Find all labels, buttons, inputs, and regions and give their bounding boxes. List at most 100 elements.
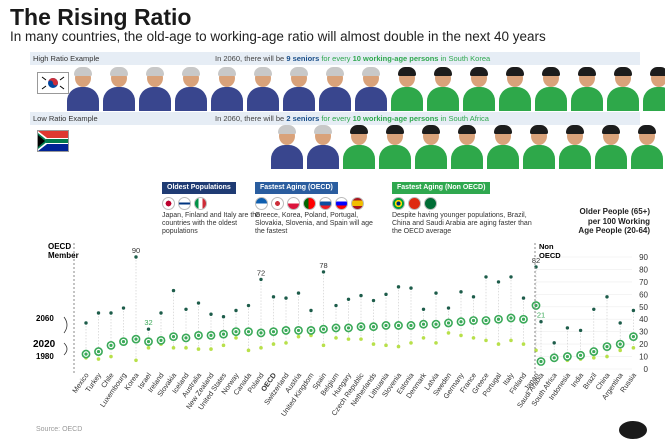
south-korea-flag-icon [37, 72, 69, 94]
y-tick-label: 50 [639, 303, 648, 312]
point-1980 [271, 342, 276, 346]
senior-person-icon [270, 125, 304, 169]
point-2020-center [579, 353, 583, 357]
point-2060 [309, 308, 313, 313]
y-tick-label: 10 [639, 353, 648, 362]
legend-oldest-flags [162, 197, 262, 211]
point-1980 [434, 341, 438, 345]
slovakia-flag-icon [319, 197, 332, 211]
oecd-member-label-2: Member [48, 251, 79, 260]
y-tick-label: 70 [639, 278, 648, 287]
point-2020-center [109, 343, 113, 347]
worker-person-icon [606, 67, 640, 111]
point-1980 [234, 336, 238, 340]
point-2060 [552, 341, 556, 345]
y-tick-label: 80 [639, 265, 648, 274]
point-1980 [496, 342, 501, 346]
worker-person-icon [390, 67, 424, 111]
saudi-arabia-flag-icon [424, 197, 437, 211]
point-2060 [578, 328, 583, 333]
point-2060 [296, 291, 301, 295]
point-1980 [296, 334, 301, 339]
point-1980 [421, 336, 426, 340]
point-2020-center [146, 340, 151, 344]
worker-person-icon [534, 67, 568, 111]
senior-person-icon [102, 67, 136, 111]
point-2060 [246, 303, 251, 308]
point-2060 [284, 296, 288, 300]
point-2020-center [421, 322, 426, 326]
point-2020-center [359, 325, 363, 329]
japan-flag-icon [162, 197, 175, 211]
point-2020-center [446, 321, 451, 325]
point-1980 [521, 342, 526, 346]
point-2060 [618, 321, 622, 325]
point-2060 [334, 303, 338, 308]
legend-oldest-text: Japan, Finland and Italy are the countri… [162, 212, 261, 236]
portugal-flag-icon [303, 197, 316, 211]
year-1980-brace [63, 342, 68, 356]
legend-fastest-non-oecd: Fastest Aging (Non OECD) Despite having … [392, 182, 532, 236]
point-1980 [321, 343, 326, 348]
point-1980 [109, 354, 113, 359]
point-2060 [484, 275, 488, 279]
brazil-flag-icon [392, 197, 405, 211]
low-ratio-label: Low Ratio Example [33, 114, 98, 123]
high-ratio-band [30, 52, 640, 65]
point-2060 [121, 306, 126, 310]
visual-capitalist-logo-icon [619, 421, 647, 439]
point-2020-center [221, 332, 226, 336]
point-2060 [346, 297, 351, 302]
point-2020-center [396, 323, 401, 328]
point-2020-center [96, 349, 101, 354]
data-value-label: 72 [257, 268, 265, 277]
point-2020-center [159, 338, 163, 342]
point-1980 [509, 338, 513, 343]
point-2060 [396, 285, 401, 289]
italy-flag-icon [194, 197, 207, 211]
data-value-label: 32 [144, 318, 152, 327]
point-1980 [446, 331, 451, 335]
slovenia-flag-icon [335, 197, 348, 211]
source-note: Source: OECD [36, 426, 83, 433]
legend-fastest-oecd-flags [255, 197, 380, 211]
worker-person-icon [594, 125, 628, 169]
point-2060 [459, 290, 463, 294]
legend-fastest-non-oecd-flags [392, 197, 532, 211]
point-2060 [421, 307, 426, 311]
y-tick-label: 0 [644, 365, 649, 374]
point-2060 [321, 270, 326, 274]
spain-flag-icon [351, 197, 364, 211]
senior-person-icon [210, 67, 244, 111]
point-2020-center [296, 328, 301, 333]
senior-person-icon [174, 67, 208, 111]
point-2060 [109, 311, 113, 315]
point-1980 [209, 347, 213, 351]
data-value-label: 78 [319, 261, 327, 270]
legend-fastest-non-oecd-text: Despite having younger populations, Braz… [392, 212, 532, 236]
point-2060 [159, 311, 163, 315]
point-2020-center [434, 322, 438, 326]
point-2060 [539, 320, 543, 324]
point-1980 [146, 346, 151, 350]
worker-person-icon [462, 67, 496, 111]
legend-fastest-oecd-text: Greece, Korea, Poland, Portugal, Slovaki… [255, 212, 373, 236]
point-1980 [221, 343, 226, 348]
point-1980 [618, 348, 622, 353]
point-2020-center [605, 345, 609, 349]
point-2020-center [552, 356, 556, 360]
data-value-label: 82 [532, 256, 540, 265]
point-1980 [134, 358, 138, 363]
point-2060 [84, 321, 88, 325]
point-2020-center [471, 318, 476, 323]
y-tick-label: 40 [639, 315, 648, 324]
worker-person-icon [642, 67, 665, 111]
worker-person-icon [414, 125, 448, 169]
point-2020-center [196, 333, 201, 337]
point-2060 [359, 293, 363, 298]
greece-flag-icon [255, 197, 268, 211]
legend-fastest-oecd-title: Fastest Aging (OECD) [255, 182, 338, 195]
senior-person-icon [66, 67, 100, 111]
y-tick-label: 20 [639, 340, 648, 349]
point-1980 [171, 346, 176, 350]
